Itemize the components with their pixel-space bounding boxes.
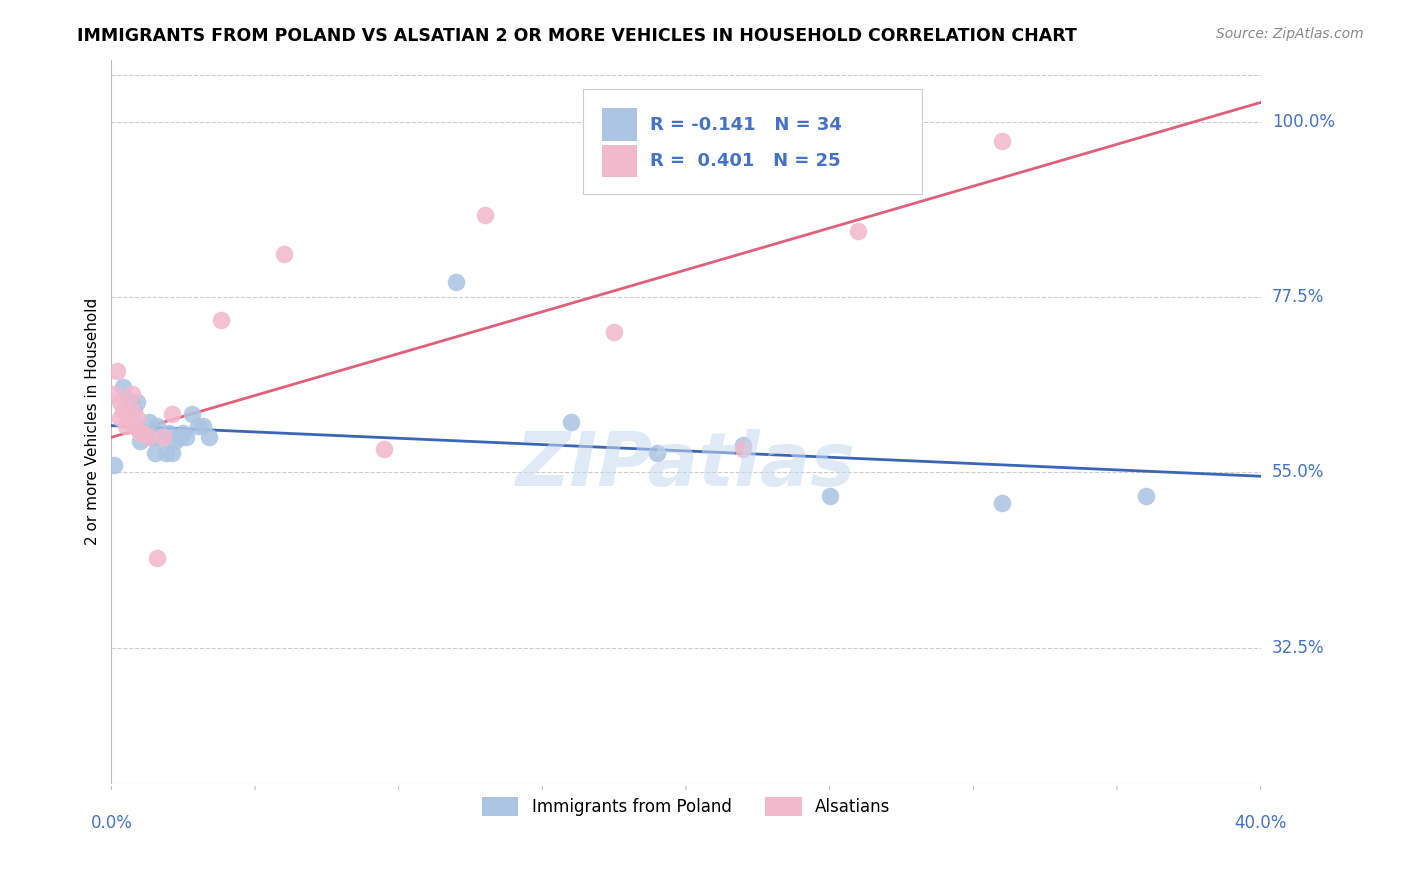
Point (114, 418, 136, 433)
Point (818, 489, 841, 503)
Point (733, 442, 755, 456)
Point (172, 426, 194, 441)
Point (118, 395, 141, 409)
Text: 77.5%: 77.5% (1272, 288, 1324, 306)
Point (118, 410, 141, 425)
Point (155, 446, 177, 460)
Text: 55.0%: 55.0% (1272, 463, 1324, 482)
Point (135, 426, 157, 441)
Point (373, 442, 395, 456)
Point (111, 403, 134, 417)
Point (141, 430, 163, 444)
Text: 0.0%: 0.0% (90, 814, 132, 832)
Point (129, 426, 152, 441)
Point (1135, 489, 1157, 503)
FancyBboxPatch shape (602, 109, 637, 141)
FancyBboxPatch shape (582, 88, 921, 194)
Text: IMMIGRANTS FROM POLAND VS ALSATIAN 2 OR MORE VEHICLES IN HOUSEHOLD CORRELATION C: IMMIGRANTS FROM POLAND VS ALSATIAN 2 OR … (77, 27, 1077, 45)
Point (103, 458, 125, 472)
Point (124, 403, 146, 417)
Text: 100.0%: 100.0% (1272, 113, 1334, 131)
Point (146, 551, 169, 566)
Point (152, 430, 174, 444)
Point (121, 395, 143, 409)
Point (273, 247, 295, 261)
Point (108, 395, 131, 409)
Text: R = -0.141   N = 34: R = -0.141 N = 34 (651, 116, 842, 134)
Point (103, 387, 125, 401)
Point (193, 418, 215, 433)
Point (132, 426, 155, 441)
Point (105, 364, 128, 378)
Point (444, 275, 467, 289)
Text: 32.5%: 32.5% (1272, 639, 1324, 657)
Point (138, 430, 160, 444)
Point (127, 418, 149, 433)
Point (991, 496, 1014, 510)
Point (209, 313, 232, 327)
Point (645, 446, 668, 460)
FancyBboxPatch shape (602, 145, 637, 178)
Point (474, 208, 496, 222)
Point (146, 418, 169, 433)
Point (121, 403, 143, 417)
Point (111, 379, 134, 393)
Point (157, 426, 180, 441)
Text: Source: ZipAtlas.com: Source: ZipAtlas.com (1216, 27, 1364, 41)
Point (848, 224, 870, 238)
Point (603, 325, 626, 339)
Point (124, 418, 146, 433)
Point (143, 446, 166, 460)
Point (198, 430, 221, 444)
Point (121, 387, 143, 401)
Point (560, 415, 582, 429)
Point (160, 407, 183, 421)
Legend: Immigrants from Poland, Alsatians: Immigrants from Poland, Alsatians (475, 790, 897, 822)
Text: R =  0.401   N = 25: R = 0.401 N = 25 (651, 152, 841, 170)
Point (149, 430, 172, 444)
Point (180, 407, 202, 421)
Point (127, 410, 149, 425)
Point (129, 434, 152, 449)
Point (138, 430, 160, 444)
Point (132, 426, 155, 441)
Point (108, 410, 131, 425)
Point (127, 395, 149, 409)
Point (991, 134, 1014, 148)
Point (138, 415, 160, 429)
Point (160, 446, 183, 460)
Text: 40.0%: 40.0% (1234, 814, 1286, 832)
Point (169, 430, 191, 444)
Point (163, 434, 186, 449)
Point (733, 438, 755, 452)
Text: ZIPatlas: ZIPatlas (516, 429, 856, 501)
Y-axis label: 2 or more Vehicles in Household: 2 or more Vehicles in Household (86, 298, 100, 545)
Point (174, 430, 197, 444)
Point (187, 418, 209, 433)
